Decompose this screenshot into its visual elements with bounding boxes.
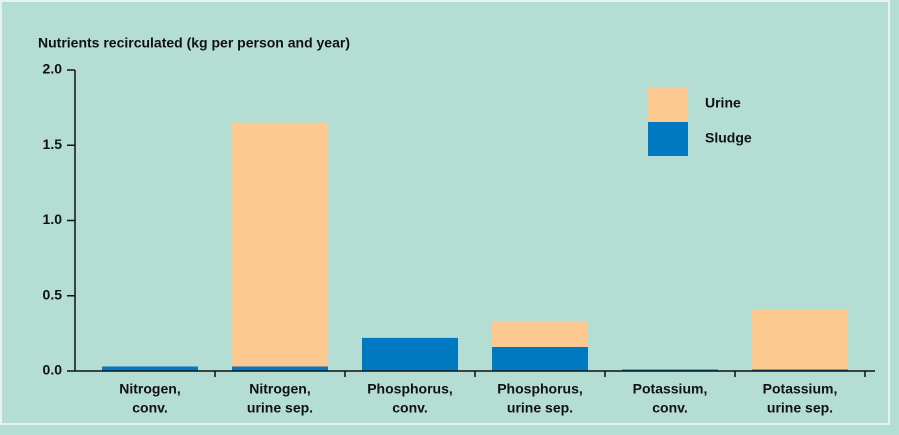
frame (0, 0, 890, 425)
x-tick-label: urine sep. (507, 400, 573, 416)
x-tick-label: urine sep. (247, 400, 313, 416)
y-tick-label: 0.0 (43, 362, 63, 378)
x-tick-label: Potassium, (763, 381, 838, 397)
y-tick-label: 0.5 (43, 286, 63, 302)
x-tick-label: conv. (652, 400, 688, 416)
x-tick-label: urine sep. (767, 400, 833, 416)
legend-label: Urine (705, 95, 741, 111)
y-tick-label: 1.0 (43, 211, 63, 227)
x-tick-label: Nitrogen, (249, 381, 310, 397)
x-tick-label: Phosphorus, (367, 381, 453, 397)
legend-swatch (648, 87, 688, 121)
legend-label: Sludge (705, 130, 752, 146)
legend-swatch (648, 122, 688, 156)
x-tick-label: conv. (392, 400, 428, 416)
x-tick-label: Phosphorus, (497, 381, 583, 397)
y-tick-label: 2.0 (43, 61, 63, 77)
bar-segment (362, 337, 458, 371)
bar-segment (232, 122, 328, 367)
bar-segment (492, 321, 588, 347)
x-tick-label: Potassium, (633, 381, 708, 397)
bar-segment (492, 346, 588, 371)
x-tick-label: conv. (132, 400, 168, 416)
x-tick-label: Nitrogen, (119, 381, 180, 397)
bar-segment (232, 366, 328, 371)
chart-title: Nutrients recirculated (kg per person an… (38, 35, 350, 51)
bar-segment (752, 309, 848, 370)
y-tick-label: 1.5 (43, 136, 63, 152)
bar-segment (102, 366, 198, 371)
bar-segment (752, 369, 848, 371)
bar-segment (622, 369, 718, 371)
